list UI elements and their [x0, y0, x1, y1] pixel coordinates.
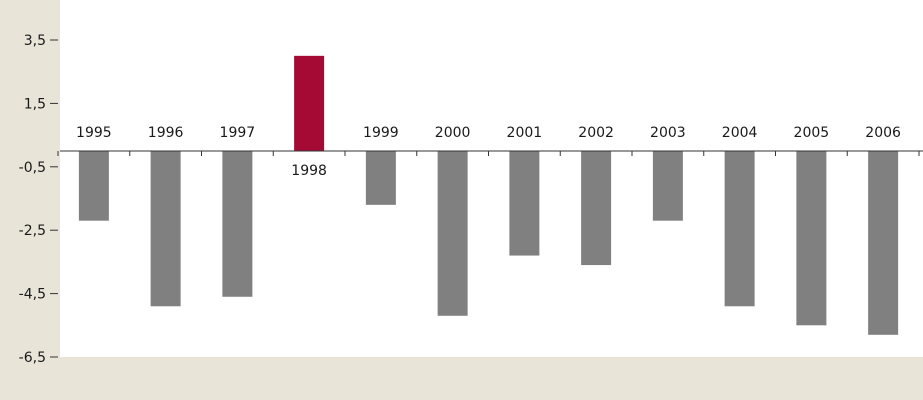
category-label: 1999: [363, 125, 399, 141]
bar-1999: [365, 150, 396, 205]
category-label: 1995: [76, 125, 112, 141]
category-label: 2006: [865, 125, 901, 141]
category-label: 2003: [650, 125, 686, 141]
y-tick-label: -4,5: [19, 287, 46, 303]
category-label: 2005: [794, 125, 830, 141]
category-label: 2004: [722, 125, 758, 141]
bar-2000: [437, 150, 468, 316]
bar-2002: [581, 150, 612, 266]
bar-2004: [724, 150, 755, 307]
bar-1995: [78, 150, 109, 221]
bar-2005: [796, 150, 827, 326]
category-label: 2002: [578, 125, 614, 141]
category-label: 1997: [220, 125, 256, 141]
y-tick-label: -0,5: [19, 160, 46, 176]
bar-2006: [868, 150, 899, 335]
bar-2001: [509, 150, 540, 256]
category-label: 2001: [507, 125, 543, 141]
chart-left-panel: [0, 0, 60, 400]
chart-bottom-panel: [0, 357, 923, 400]
category-label: 1998: [291, 163, 327, 179]
bar-1996: [150, 150, 181, 307]
category-label: 1996: [148, 125, 184, 141]
y-tick-label: 3,5: [24, 33, 46, 49]
y-tick-label: 1,5: [24, 96, 46, 112]
category-label: 2000: [435, 125, 471, 141]
category-labels: 1995 1996 1997 1998 1999 2000 2001 2002 2003 2004…: [76, 125, 901, 179]
y-tick-label: -2,5: [19, 223, 46, 239]
bar-1997: [222, 150, 253, 297]
x-axis: [57, 150, 923, 156]
bar-2003: [652, 150, 683, 221]
y-tick-label: -6,5: [19, 350, 46, 366]
bar-1998: [294, 55, 325, 151]
y-axis: 3,5 1,5 -0,5 -2,5 -4,5 -6,5: [19, 33, 58, 366]
bars: [78, 55, 899, 335]
